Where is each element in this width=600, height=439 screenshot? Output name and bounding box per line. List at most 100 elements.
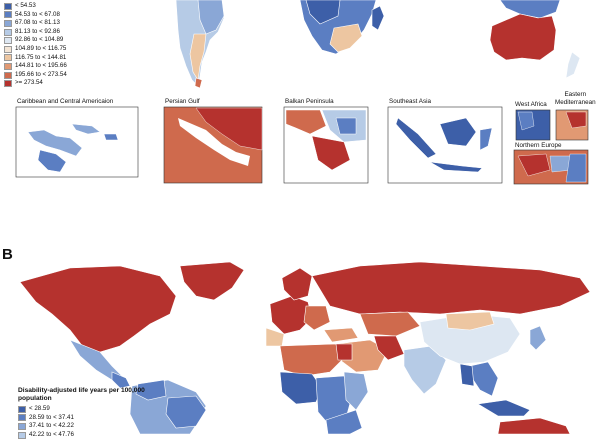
panel-letter-b: B <box>2 246 13 263</box>
eastern-med-land <box>565 111 587 129</box>
caribbean-land-2 <box>37 149 67 173</box>
panel-b-map <box>19 261 591 434</box>
legend-a-item: 92.86 to < 104.89 <box>4 36 67 45</box>
legend-b-item: 37.41 to < 42.22 <box>18 422 148 431</box>
brazil-a <box>197 0 225 35</box>
sulawesi <box>479 127 493 151</box>
legend-a-item: 116.75 to < 144.81 <box>4 54 67 63</box>
legend-label: 104.89 to < 116.75 <box>15 44 67 52</box>
cuba <box>71 123 101 135</box>
australia-b <box>497 417 571 434</box>
se-asia-a <box>499 0 561 19</box>
java <box>429 161 483 173</box>
inset-label-eastern-med: Eastern Mediterranean <box>555 91 596 106</box>
inset-label-west-africa: West Africa <box>515 101 547 108</box>
north-africa <box>279 343 343 377</box>
se-asia-b <box>469 361 499 397</box>
scandinavia <box>281 267 313 301</box>
legend-label: >= 273.54 <box>15 79 43 87</box>
legend-label: 37.41 to < 42.22 <box>29 422 74 430</box>
tierra-a <box>194 77 203 89</box>
legend-b-item: 42.22 to < 47.76 <box>18 431 148 439</box>
legend-swatch <box>18 422 26 430</box>
balkan-land-3 <box>311 135 351 171</box>
south-africa-a <box>329 23 363 53</box>
persian-gulf-land <box>195 107 263 151</box>
legend-label: 67.08 to < 81.13 <box>15 19 60 27</box>
legend-label: 195.66 to < 273.54 <box>15 70 67 78</box>
panel-a-map <box>175 0 581 89</box>
legend-swatch <box>18 431 26 439</box>
west-africa-land <box>517 111 535 131</box>
kazakhstan <box>359 311 421 337</box>
japan <box>529 325 547 351</box>
legend-label: 144.81 to < 195.66 <box>15 62 67 70</box>
legend-a-item: 195.66 to < 273.54 <box>4 71 67 80</box>
indonesia-b <box>477 399 531 417</box>
legend-swatch <box>4 62 12 70</box>
legend-swatch <box>18 405 26 413</box>
east-africa <box>343 371 369 411</box>
legend-swatch <box>4 37 12 45</box>
hispaniola <box>103 133 119 141</box>
inset-label-southeast-asia: Southeast Asia <box>389 98 432 105</box>
legend-b: Disability-adjusted life years per 100,0… <box>18 387 148 439</box>
inset-label-persian-gulf: Persian Gulf <box>165 98 200 105</box>
legend-swatch <box>4 19 12 27</box>
inset-label-balkan: Balkan Peninsula <box>285 98 334 105</box>
iran <box>373 335 405 361</box>
legend-swatch <box>4 71 12 79</box>
legend-label: < 54.53 <box>15 2 36 9</box>
sumatra <box>395 117 437 159</box>
west-africa <box>279 371 323 405</box>
legend-swatch <box>4 54 12 62</box>
borneo <box>439 117 477 147</box>
central-america <box>111 371 131 389</box>
legend-label: 92.86 to < 104.89 <box>15 36 64 44</box>
legend-a-item: 144.81 to < 195.66 <box>4 62 67 71</box>
legend-label: 81.13 to < 92.86 <box>15 27 60 35</box>
legend-swatch <box>4 2 12 10</box>
legend-b-item: 28.59 to < 37.41 <box>18 414 148 423</box>
legend-a-item: 104.89 to < 116.75 <box>4 45 67 54</box>
persian-gulf-water <box>178 118 250 166</box>
new-zealand-a <box>565 51 581 79</box>
legend-a-item: >= 273.54 <box>4 79 67 88</box>
legend-swatch <box>4 80 12 88</box>
northern-europe-land-1 <box>517 153 551 177</box>
legend-label: 42.22 to < 47.76 <box>29 430 74 438</box>
legend-swatch <box>18 414 26 422</box>
russia <box>311 261 591 315</box>
legend-label: 54.53 to < 67.08 <box>15 10 60 18</box>
madagascar-a <box>371 5 385 31</box>
balkan-land-1 <box>285 109 327 135</box>
argentina-a <box>189 33 207 81</box>
insets-a <box>15 106 589 185</box>
inset-label-northern-europe: Northern Europe <box>515 142 562 149</box>
north-america <box>19 265 177 353</box>
legend-b-title: Disability-adjusted life years per 100,0… <box>18 387 145 402</box>
southern-africa-dark <box>305 0 341 25</box>
northern-europe-land-3 <box>565 153 587 183</box>
southern-africa-b <box>325 409 363 434</box>
legend-swatch <box>4 28 12 36</box>
legend-swatch <box>4 45 12 53</box>
greenland <box>179 261 245 301</box>
legend-a-item: < 54.53 <box>4 2 67 11</box>
central-europe <box>303 305 331 331</box>
legend-a-item: 54.53 to < 67.08 <box>4 11 67 20</box>
legend-a-item: 81.13 to < 92.86 <box>4 28 67 37</box>
turkey <box>323 327 359 343</box>
australia-a <box>489 13 557 61</box>
inset-label-caribbean: Caribbean and Central Americaion <box>17 98 114 105</box>
mongolia <box>445 311 495 331</box>
legend-a-item: 67.08 to < 81.13 <box>4 19 67 28</box>
myanmar <box>459 363 475 387</box>
legend-b-item: < 28.59 <box>18 405 148 414</box>
legend-label: 116.75 to < 144.81 <box>15 53 67 61</box>
venezuela <box>135 379 167 401</box>
balkan-land-4 <box>335 117 357 135</box>
caribbean-frame <box>15 106 139 178</box>
legend-a: < 54.53 54.53 to < 67.08 67.08 to < 81.1… <box>4 2 67 88</box>
